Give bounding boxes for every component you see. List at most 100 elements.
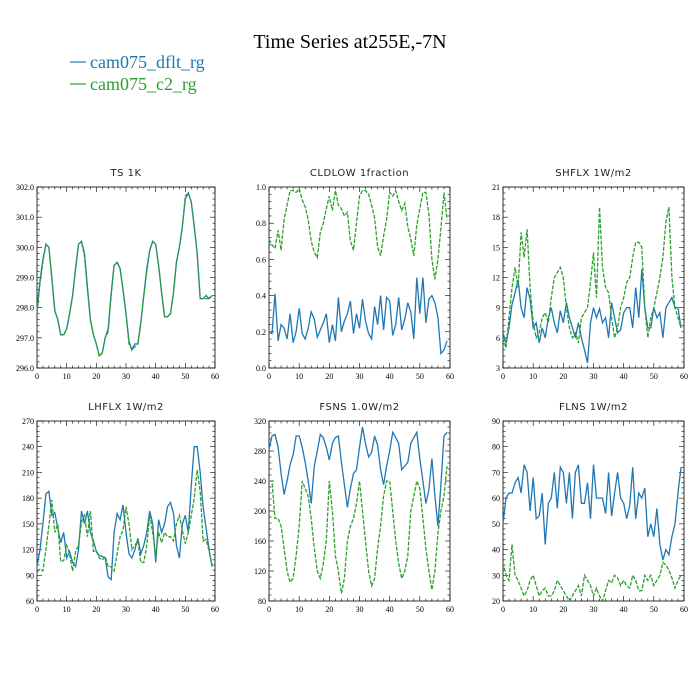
plot-frame [502, 186, 685, 369]
y-tick-label: 299.0 [16, 274, 34, 283]
y-tick-label: 0.8 [256, 219, 266, 228]
x-tick-label: 60 [446, 605, 454, 614]
y-tick-label: 0.0 [256, 364, 266, 373]
y-tick-label: 280 [254, 447, 266, 456]
x-tick-label: 20 [559, 605, 567, 614]
x-tick-label: 10 [295, 605, 303, 614]
y-tick-label: 12 [492, 274, 500, 283]
series-line-dflt [268, 426, 448, 527]
panel-4: FSNS 1.0W/m2 0 10 20 30 40 50 60 80 120 160 200 240 2… [254, 402, 454, 614]
plot-frame [36, 186, 216, 369]
x-tick-label: 10 [63, 372, 71, 381]
panel-0: TS 1K 0 10 20 30 40 50 60 296.0 297.0 298.0 299.0 30… [16, 168, 219, 381]
y-tick-label: 60 [26, 597, 34, 606]
series-line-c2 [502, 206, 682, 349]
x-tick-label: 30 [356, 605, 364, 614]
y-tick-label: 9 [496, 304, 500, 313]
y-tick-label: 40 [492, 546, 500, 555]
x-tick-label: 20 [325, 372, 333, 381]
x-tick-label: 30 [356, 372, 364, 381]
y-tick-label: 180 [22, 494, 34, 503]
x-tick-label: 60 [211, 372, 219, 381]
x-tick-label: 20 [559, 372, 567, 381]
y-tick-label: 240 [254, 477, 266, 486]
y-tick-label: 70 [492, 468, 500, 477]
y-tick-label: 210 [22, 468, 34, 477]
panel-title: TS 1K [109, 168, 141, 179]
legend-label-dflt: cam075_dflt_rg [90, 52, 205, 72]
y-tick-label: 30 [492, 571, 500, 580]
y-tick-label: 300.0 [16, 243, 34, 252]
x-tick-label: 60 [446, 372, 454, 381]
x-tick-label: 10 [529, 605, 537, 614]
x-tick-label: 10 [295, 372, 303, 381]
x-tick-label: 30 [590, 605, 598, 614]
x-tick-label: 50 [181, 605, 189, 614]
y-tick-label: 0.4 [256, 292, 266, 301]
legend-label-c2: cam075_c2_rg [90, 74, 197, 94]
y-tick-label: 1.0 [256, 183, 266, 192]
x-tick-label: 20 [92, 372, 100, 381]
y-tick-label: 0.6 [256, 255, 266, 264]
legend: cam075_dflt_rg cam075_c2_rg [70, 52, 205, 94]
y-tick-label: 90 [26, 571, 34, 580]
panels: TS 1K0 10 20 30 40 50 60296.0297.0298.0299.030… [16, 168, 688, 614]
panel-title: FLNS 1W/m2 [559, 402, 628, 413]
series-line-dflt [36, 191, 213, 358]
y-tick-label: 90 [492, 417, 500, 426]
x-tick-label: 30 [122, 605, 130, 614]
y-tick-label: 320 [254, 417, 266, 426]
y-tick-label: 20 [492, 597, 500, 606]
x-tick-label: 0 [267, 372, 271, 381]
figure-title: Time Series at255E,-7N [253, 31, 446, 53]
y-tick-label: 80 [492, 443, 500, 452]
series-line-c2 [269, 465, 448, 594]
x-tick-label: 40 [386, 372, 394, 381]
x-tick-label: 10 [63, 605, 71, 614]
y-tick-label: 297.0 [16, 334, 34, 343]
y-tick-label: 200 [254, 507, 266, 516]
y-tick-label: 3 [496, 364, 500, 373]
y-tick-label: 50 [492, 520, 500, 529]
x-tick-label: 60 [680, 372, 688, 381]
y-tick-label: 240 [22, 443, 34, 452]
y-tick-label: 18 [492, 213, 500, 222]
series-line-c2 [268, 187, 448, 280]
x-tick-label: 40 [152, 372, 160, 381]
panel-3: LHFLX 1W/m2 0 10 20 30 40 50 60 60 90 120 150 180 210… [22, 402, 219, 614]
y-tick-label: 298.0 [16, 304, 34, 313]
series-line-dflt [502, 464, 682, 561]
x-tick-label: 0 [35, 605, 39, 614]
x-tick-label: 20 [92, 605, 100, 614]
series-line-dflt [268, 277, 448, 356]
y-tick-label: 21 [492, 183, 500, 192]
y-tick-label: 6 [496, 334, 500, 343]
y-tick-label: 302.0 [16, 183, 34, 192]
x-tick-label: 30 [590, 372, 598, 381]
y-tick-label: 296.0 [16, 364, 34, 373]
x-tick-label: 60 [680, 605, 688, 614]
x-tick-label: 50 [181, 372, 189, 381]
x-tick-label: 20 [325, 605, 333, 614]
y-tick-label: 120 [254, 567, 266, 576]
x-tick-label: 50 [650, 372, 658, 381]
x-tick-label: 40 [620, 605, 628, 614]
panel-title: CLDLOW 1fraction [310, 168, 409, 179]
y-tick-label: 160 [254, 537, 266, 546]
x-tick-label: 40 [386, 605, 394, 614]
y-tick-label: 80 [258, 597, 266, 606]
y-tick-label: 120 [22, 546, 34, 555]
panel-5: FLNS 1W/m2 0 10 20 30 40 50 60 20 30 40 50 60 70 80 90 [492, 402, 688, 614]
x-tick-label: 0 [35, 372, 39, 381]
series-line-dflt [36, 446, 213, 581]
x-tick-label: 50 [416, 605, 424, 614]
panel-2: SHFLX 1W/m2 0 10 20 30 40 50 60 3 6 9 12 15 18 21 [492, 168, 688, 381]
x-tick-label: 60 [211, 605, 219, 614]
series-line-c2 [502, 544, 682, 603]
x-tick-label: 50 [416, 372, 424, 381]
x-tick-label: 40 [620, 372, 628, 381]
series-line-c2 [36, 469, 213, 573]
x-tick-label: 40 [152, 605, 160, 614]
panel-title: SHFLX 1W/m2 [555, 168, 631, 179]
